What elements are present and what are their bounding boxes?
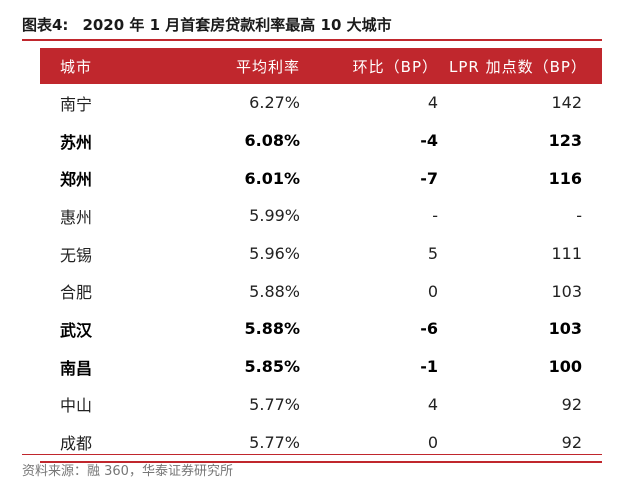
- cell-avg-rate: 5.77%: [199, 423, 312, 463]
- cell-lpr-spread: 92: [448, 423, 602, 463]
- table-row: 中山 5.77% 4 92: [40, 386, 602, 424]
- cell-mom: -7: [420, 168, 438, 188]
- cell-city: 南昌: [60, 358, 93, 378]
- table-row: 南昌 5.85% -1 100: [40, 348, 602, 386]
- cell-avg-rate: 5.77%: [249, 394, 300, 414]
- cell-avg-rate: 5.96%: [249, 244, 300, 264]
- cell-mom: 4: [427, 93, 438, 113]
- cell-avg-rate: 5.99%: [249, 206, 300, 226]
- table-row: 无锡 5.96% 5 111: [40, 235, 602, 273]
- table-row: 惠州 5.99% - -: [40, 197, 602, 235]
- cell-mom: 0: [312, 423, 448, 463]
- cell-mom: 4: [427, 394, 438, 414]
- cell-city: 武汉: [60, 320, 93, 340]
- table-body: 南宁 6.27% 4 142 苏州 6.08% -4 123 郑州 6.01% -7 116 惠州 5.9…: [40, 84, 602, 463]
- header-mom: 环比（BP）: [312, 48, 448, 84]
- cell-lpr-spread: 116: [548, 168, 582, 188]
- cell-lpr-spread: 142: [551, 93, 582, 113]
- cell-lpr-spread: 92: [561, 394, 582, 414]
- cell-avg-rate: 6.27%: [249, 93, 300, 113]
- table-row: 成都 5.77% 0 92: [40, 423, 602, 463]
- cell-mom: -1: [420, 357, 438, 377]
- figure-title-text: 2020 年 1 月首套房贷款利率最高 10 大城市: [82, 16, 392, 34]
- cell-lpr-spread: 111: [551, 244, 582, 264]
- cell-mom: 5: [427, 244, 438, 264]
- cell-city: 惠州: [60, 207, 93, 227]
- cell-city: 苏州: [60, 132, 93, 152]
- header-city: 城市: [40, 48, 199, 84]
- table-header-row: 城市 平均利率 环比（BP） LPR 加点数（BP）: [40, 48, 602, 84]
- cell-mom: -6: [420, 319, 438, 339]
- cell-avg-rate: 5.88%: [244, 319, 300, 339]
- cell-lpr-spread: 103: [548, 319, 582, 339]
- cell-city: 成都: [40, 423, 199, 463]
- cell-avg-rate: 5.85%: [244, 357, 300, 377]
- cell-lpr-spread: 100: [548, 357, 582, 377]
- cell-avg-rate: 6.08%: [244, 131, 300, 151]
- cell-city: 南宁: [60, 94, 93, 114]
- table-row: 合肥 5.88% 0 103: [40, 272, 602, 310]
- table-row: 苏州 6.08% -4 123: [40, 122, 602, 160]
- cell-mom: -4: [420, 131, 438, 151]
- cell-city: 无锡: [60, 245, 93, 265]
- cell-lpr-spread: -: [576, 206, 582, 226]
- header-avg-rate: 平均利率: [199, 48, 312, 84]
- cell-lpr-spread: 123: [548, 131, 582, 151]
- cell-avg-rate: 6.01%: [244, 168, 300, 188]
- cell-mom: -: [432, 206, 438, 226]
- table-row: 南宁 6.27% 4 142: [40, 84, 602, 122]
- cell-mom: 0: [427, 281, 438, 301]
- cell-avg-rate: 5.88%: [249, 281, 300, 301]
- mortgage-rate-table: 城市 平均利率 环比（BP） LPR 加点数（BP） 南宁 6.27% 4 142 苏州…: [40, 48, 602, 463]
- cell-city: 中山: [60, 396, 93, 416]
- figure-title: 图表4: 2020 年 1 月首套房贷款利率最高 10 大城市: [22, 14, 602, 41]
- source-note: 资料来源：融 360，华泰证券研究所: [22, 454, 602, 479]
- cell-city: 合肥: [60, 283, 93, 303]
- cell-city: 郑州: [60, 170, 93, 190]
- figure-label: 图表4:: [22, 16, 69, 34]
- cell-lpr-spread: 103: [551, 281, 582, 301]
- table-row: 郑州 6.01% -7 116: [40, 159, 602, 197]
- header-lpr-spread: LPR 加点数（BP）: [448, 48, 602, 84]
- table-row: 武汉 5.88% -6 103: [40, 310, 602, 348]
